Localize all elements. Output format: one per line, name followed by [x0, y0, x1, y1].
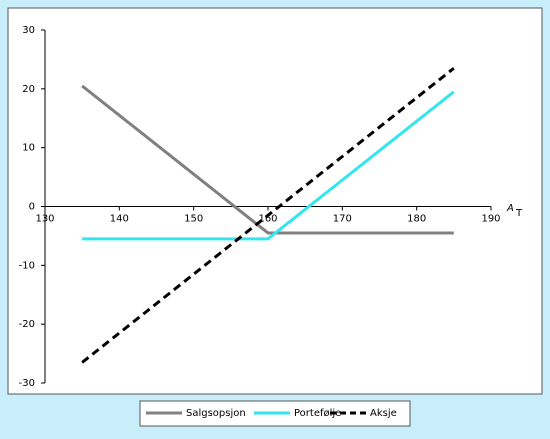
y-tick-label: 0 — [29, 202, 35, 213]
series-line — [81, 84, 454, 235]
y-tick-label: 20 — [22, 84, 35, 95]
x-tick-label: 170 — [333, 214, 352, 225]
legend-label: Portefølje — [294, 408, 341, 419]
x-tick-label: 190 — [481, 214, 500, 225]
legend-label: Salgsopsjon — [186, 408, 246, 419]
series-line — [82, 90, 455, 241]
y-tick-label: 10 — [22, 143, 35, 154]
x-tick-label: 130 — [35, 214, 54, 225]
x-tick-label: 150 — [184, 214, 203, 225]
y-tick-label: -20 — [19, 319, 35, 330]
x-tick-label: 160 — [258, 214, 277, 225]
y-tick-label: -30 — [19, 378, 35, 389]
y-tick-label: 30 — [22, 25, 35, 36]
x-tick-label: 140 — [110, 214, 129, 225]
series-line — [81, 67, 455, 364]
legend-label: Aksje — [370, 408, 397, 419]
y-tick-label: -10 — [19, 260, 35, 271]
plot-panel — [7, 7, 543, 395]
x-axis-label-sub: T — [515, 208, 523, 219]
x-axis-label: A — [506, 203, 514, 214]
x-tick-label: 180 — [407, 214, 426, 225]
